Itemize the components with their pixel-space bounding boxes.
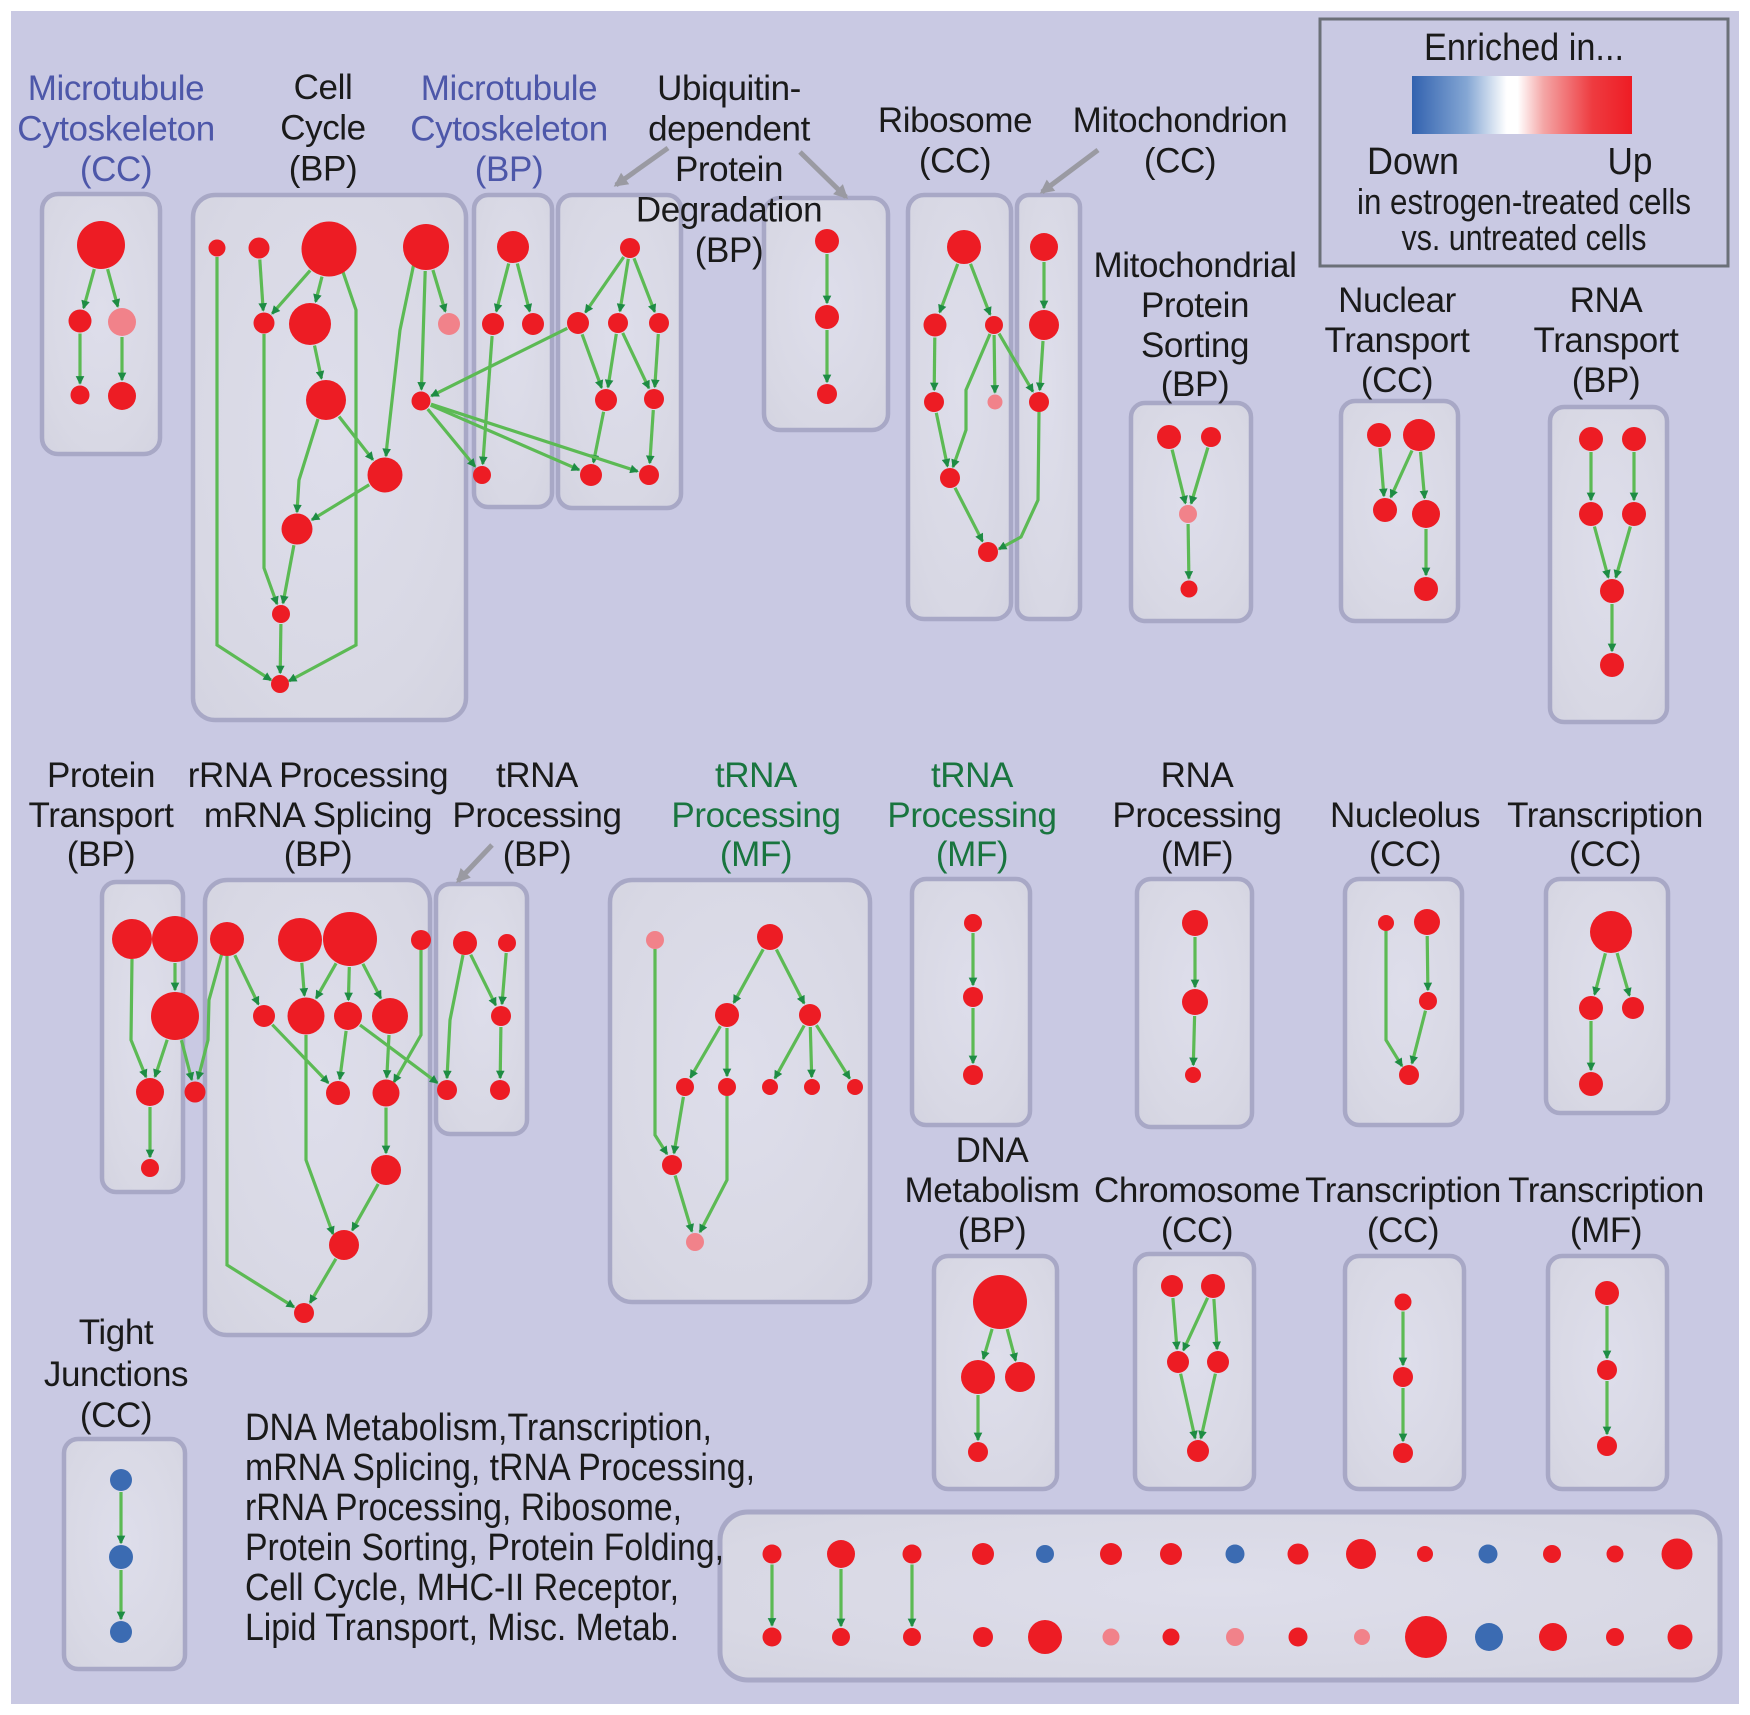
svg-text:(MF): (MF) xyxy=(720,835,792,874)
svg-text:Chromosome: Chromosome xyxy=(1094,1171,1300,1210)
svg-text:Protein: Protein xyxy=(675,150,783,189)
svg-text:Ubiquitin-: Ubiquitin- xyxy=(657,69,801,108)
svg-text:Degradation: Degradation xyxy=(636,191,822,230)
svg-text:(CC): (CC) xyxy=(1569,835,1641,874)
svg-text:(BP): (BP) xyxy=(475,150,543,189)
svg-text:Microtubule: Microtubule xyxy=(421,69,598,108)
svg-text:vs. untreated cells: vs. untreated cells xyxy=(1402,217,1647,258)
svg-text:Cell Cycle, MHC-II Receptor,: Cell Cycle, MHC-II Receptor, xyxy=(245,1567,679,1609)
svg-text:Lipid Transport, Misc. Metab.: Lipid Transport, Misc. Metab. xyxy=(245,1607,679,1649)
svg-text:(BP): (BP) xyxy=(1161,365,1229,404)
svg-text:(BP): (BP) xyxy=(284,835,352,874)
svg-text:Transcription: Transcription xyxy=(1508,1171,1704,1210)
svg-text:Processing: Processing xyxy=(887,796,1056,835)
svg-text:Protein: Protein xyxy=(1141,286,1249,325)
svg-text:mRNA Splicing: mRNA Splicing xyxy=(204,796,432,835)
svg-text:DNA: DNA xyxy=(956,1131,1030,1170)
svg-text:DNA Metabolism,Transcription,: DNA Metabolism,Transcription, xyxy=(245,1407,712,1449)
svg-text:Nucleolus: Nucleolus xyxy=(1330,796,1480,835)
svg-text:Protein: Protein xyxy=(47,756,155,795)
svg-text:Cytoskeleton: Cytoskeleton xyxy=(17,110,215,149)
svg-text:dependent: dependent xyxy=(648,110,811,149)
svg-text:Transport: Transport xyxy=(1325,321,1471,360)
svg-text:Protein Sorting, Protein Foldi: Protein Sorting, Protein Folding, xyxy=(245,1527,724,1569)
svg-text:(CC): (CC) xyxy=(1144,142,1216,181)
svg-text:(BP): (BP) xyxy=(503,835,571,874)
svg-text:Enriched in...: Enriched in... xyxy=(1424,27,1624,69)
svg-text:RNA: RNA xyxy=(1161,756,1235,795)
svg-text:Up: Up xyxy=(1608,141,1653,183)
svg-text:(MF): (MF) xyxy=(1161,835,1233,874)
svg-text:Cycle: Cycle xyxy=(280,109,366,148)
svg-text:tRNA: tRNA xyxy=(931,756,1014,795)
svg-text:Metabolism: Metabolism xyxy=(905,1171,1080,1210)
svg-text:(BP): (BP) xyxy=(67,835,135,874)
svg-text:(CC): (CC) xyxy=(80,150,152,189)
svg-text:Processing: Processing xyxy=(671,796,840,835)
svg-text:(BP): (BP) xyxy=(289,150,357,189)
svg-text:Cell: Cell xyxy=(294,68,353,107)
svg-text:(CC): (CC) xyxy=(1369,835,1441,874)
svg-text:(MF): (MF) xyxy=(936,835,1008,874)
svg-text:(CC): (CC) xyxy=(1161,1211,1233,1250)
svg-text:rRNA Processing: rRNA Processing xyxy=(188,756,448,795)
svg-text:Transcription: Transcription xyxy=(1305,1171,1501,1210)
svg-text:Transport: Transport xyxy=(29,796,175,835)
svg-text:RNA: RNA xyxy=(1570,281,1644,320)
svg-text:(CC): (CC) xyxy=(80,1396,152,1435)
svg-text:in estrogen-treated cells: in estrogen-treated cells xyxy=(1357,181,1691,222)
svg-text:rRNA Processing, Ribosome,: rRNA Processing, Ribosome, xyxy=(245,1487,682,1529)
svg-text:(BP): (BP) xyxy=(958,1211,1026,1250)
svg-text:(BP): (BP) xyxy=(1572,361,1640,400)
svg-text:(CC): (CC) xyxy=(1361,361,1433,400)
svg-text:tRNA: tRNA xyxy=(496,756,579,795)
svg-text:Mitochondrial: Mitochondrial xyxy=(1094,246,1297,285)
svg-text:Processing: Processing xyxy=(452,796,621,835)
svg-text:mRNA Splicing, tRNA Processing: mRNA Splicing, tRNA Processing, xyxy=(245,1447,755,1489)
svg-text:Junctions: Junctions xyxy=(44,1355,188,1394)
svg-text:Down: Down xyxy=(1367,141,1459,183)
svg-text:Mitochondrion: Mitochondrion xyxy=(1073,101,1288,140)
svg-text:Cytoskeleton: Cytoskeleton xyxy=(410,110,608,149)
svg-text:Nuclear: Nuclear xyxy=(1338,281,1457,320)
svg-text:(MF): (MF) xyxy=(1570,1211,1642,1250)
svg-text:tRNA: tRNA xyxy=(715,756,798,795)
svg-text:Processing: Processing xyxy=(1112,796,1281,835)
svg-text:Sorting: Sorting xyxy=(1141,326,1249,365)
svg-text:Transport: Transport xyxy=(1534,321,1680,360)
svg-text:Tight: Tight xyxy=(79,1313,154,1352)
svg-text:(BP): (BP) xyxy=(695,231,763,270)
svg-text:Transcription: Transcription xyxy=(1507,796,1703,835)
svg-text:(CC): (CC) xyxy=(1367,1211,1439,1250)
svg-text:Ribosome: Ribosome xyxy=(878,101,1032,140)
svg-text:Microtubule: Microtubule xyxy=(28,69,205,108)
svg-text:(CC): (CC) xyxy=(919,142,991,181)
